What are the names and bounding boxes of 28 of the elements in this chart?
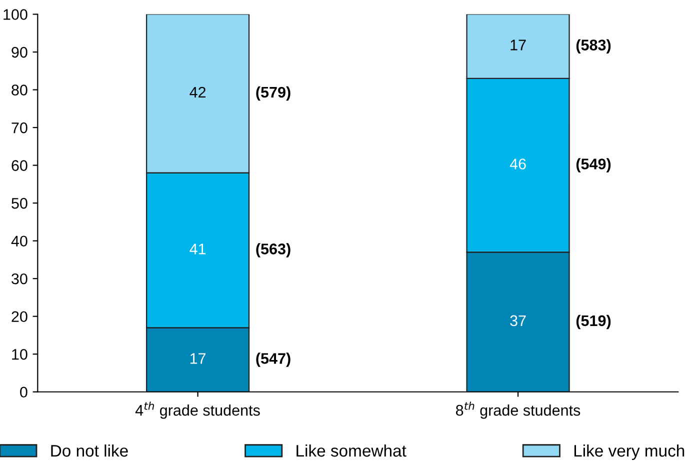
legend-label: Do not like — [51, 444, 128, 457]
annotation: (519) — [576, 314, 611, 330]
y-tick-label: 80 — [12, 84, 28, 96]
y-tick-label: 10 — [12, 348, 28, 360]
y-tick-label: 50 — [12, 198, 28, 209]
x-tick-label: 4$^{th}$ grade students — [135, 402, 260, 419]
y-tick-label: 20 — [12, 311, 28, 322]
y-tick-label: 90 — [12, 46, 28, 58]
y-tick-label: 30 — [12, 273, 28, 284]
annotation: (579) — [256, 86, 290, 101]
data-label: 42 — [190, 86, 206, 98]
data-label: 17 — [510, 40, 526, 50]
x-tick-label: 8$^{th}$ grade students — [456, 402, 580, 419]
y-tick-label: 60 — [12, 160, 28, 171]
y-tick-label: 70 — [12, 122, 28, 134]
y-tick-label: 40 — [11, 236, 28, 247]
legend-label: Like somewhat — [296, 444, 406, 457]
y-tick-label: 0 — [20, 386, 28, 398]
legend-label: Like very much — [574, 444, 684, 460]
y-tick-label: 100 — [4, 9, 28, 20]
data-label: 46 — [510, 158, 526, 170]
annotation: (547) — [256, 352, 290, 367]
annotation: (563) — [256, 243, 290, 258]
data-label: 37 — [510, 315, 526, 326]
annotation: (583) — [576, 39, 611, 54]
data-label: 41 — [190, 244, 206, 254]
data-label: 17 — [190, 353, 206, 364]
annotation: (549) — [576, 158, 611, 172]
